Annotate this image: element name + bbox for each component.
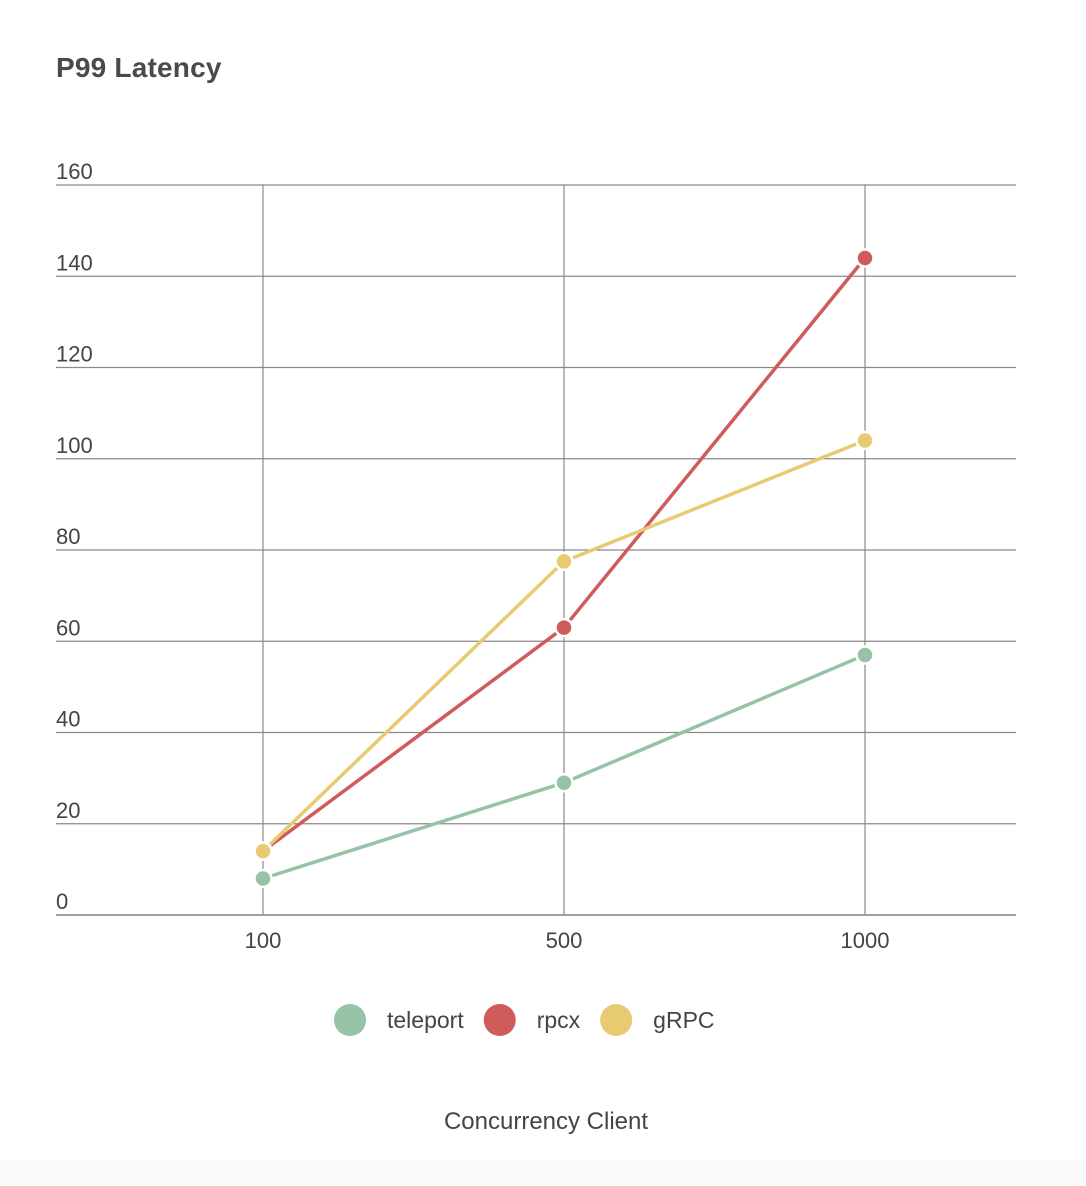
chart-title: P99 Latency	[56, 52, 222, 83]
data-point-gRPC	[855, 430, 875, 451]
series-layer	[253, 248, 875, 889]
data-point-teleport	[554, 772, 574, 793]
grid-layer	[56, 184, 1016, 916]
x-axis-title: Concurrency Client	[444, 1108, 648, 1135]
y-tick-label: 80	[56, 524, 80, 549]
legend-label-teleport: teleport	[387, 1007, 464, 1033]
y-tick-labels: 0 20 40 60 80 100 120 140 160	[56, 159, 93, 914]
data-point-gRPC	[554, 551, 574, 572]
y-tick-label: 40	[56, 707, 80, 732]
legend-label-rpcx: rpcx	[537, 1007, 581, 1033]
x-tick-label: 1000	[841, 928, 890, 953]
legend-swatch-teleport	[334, 1004, 366, 1036]
x-tick-labels: 100 500 1000	[245, 928, 890, 953]
y-tick-label: 0	[56, 889, 68, 914]
footer-strip	[0, 1160, 1086, 1186]
data-point-rpcx	[554, 617, 574, 638]
y-tick-label: 140	[56, 250, 93, 275]
y-tick-label: 20	[56, 798, 80, 823]
x-tick-label: 100	[245, 928, 282, 953]
y-tick-label: 100	[56, 433, 93, 458]
data-point-teleport	[855, 645, 875, 665]
legend-swatch-gRPC	[600, 1004, 633, 1036]
y-tick-label: 120	[56, 342, 93, 367]
data-point-rpcx	[855, 248, 875, 268]
data-point-teleport	[253, 868, 273, 889]
y-tick-label: 60	[56, 615, 80, 640]
data-point-gRPC	[253, 841, 273, 861]
legend-swatch-rpcx	[483, 1004, 516, 1036]
y-tick-label: 160	[56, 159, 93, 184]
legend-label-gRPC: gRPC	[653, 1007, 714, 1033]
legend: teleport rpcx gRPC	[334, 1004, 715, 1036]
x-tick-label: 500	[546, 928, 583, 953]
